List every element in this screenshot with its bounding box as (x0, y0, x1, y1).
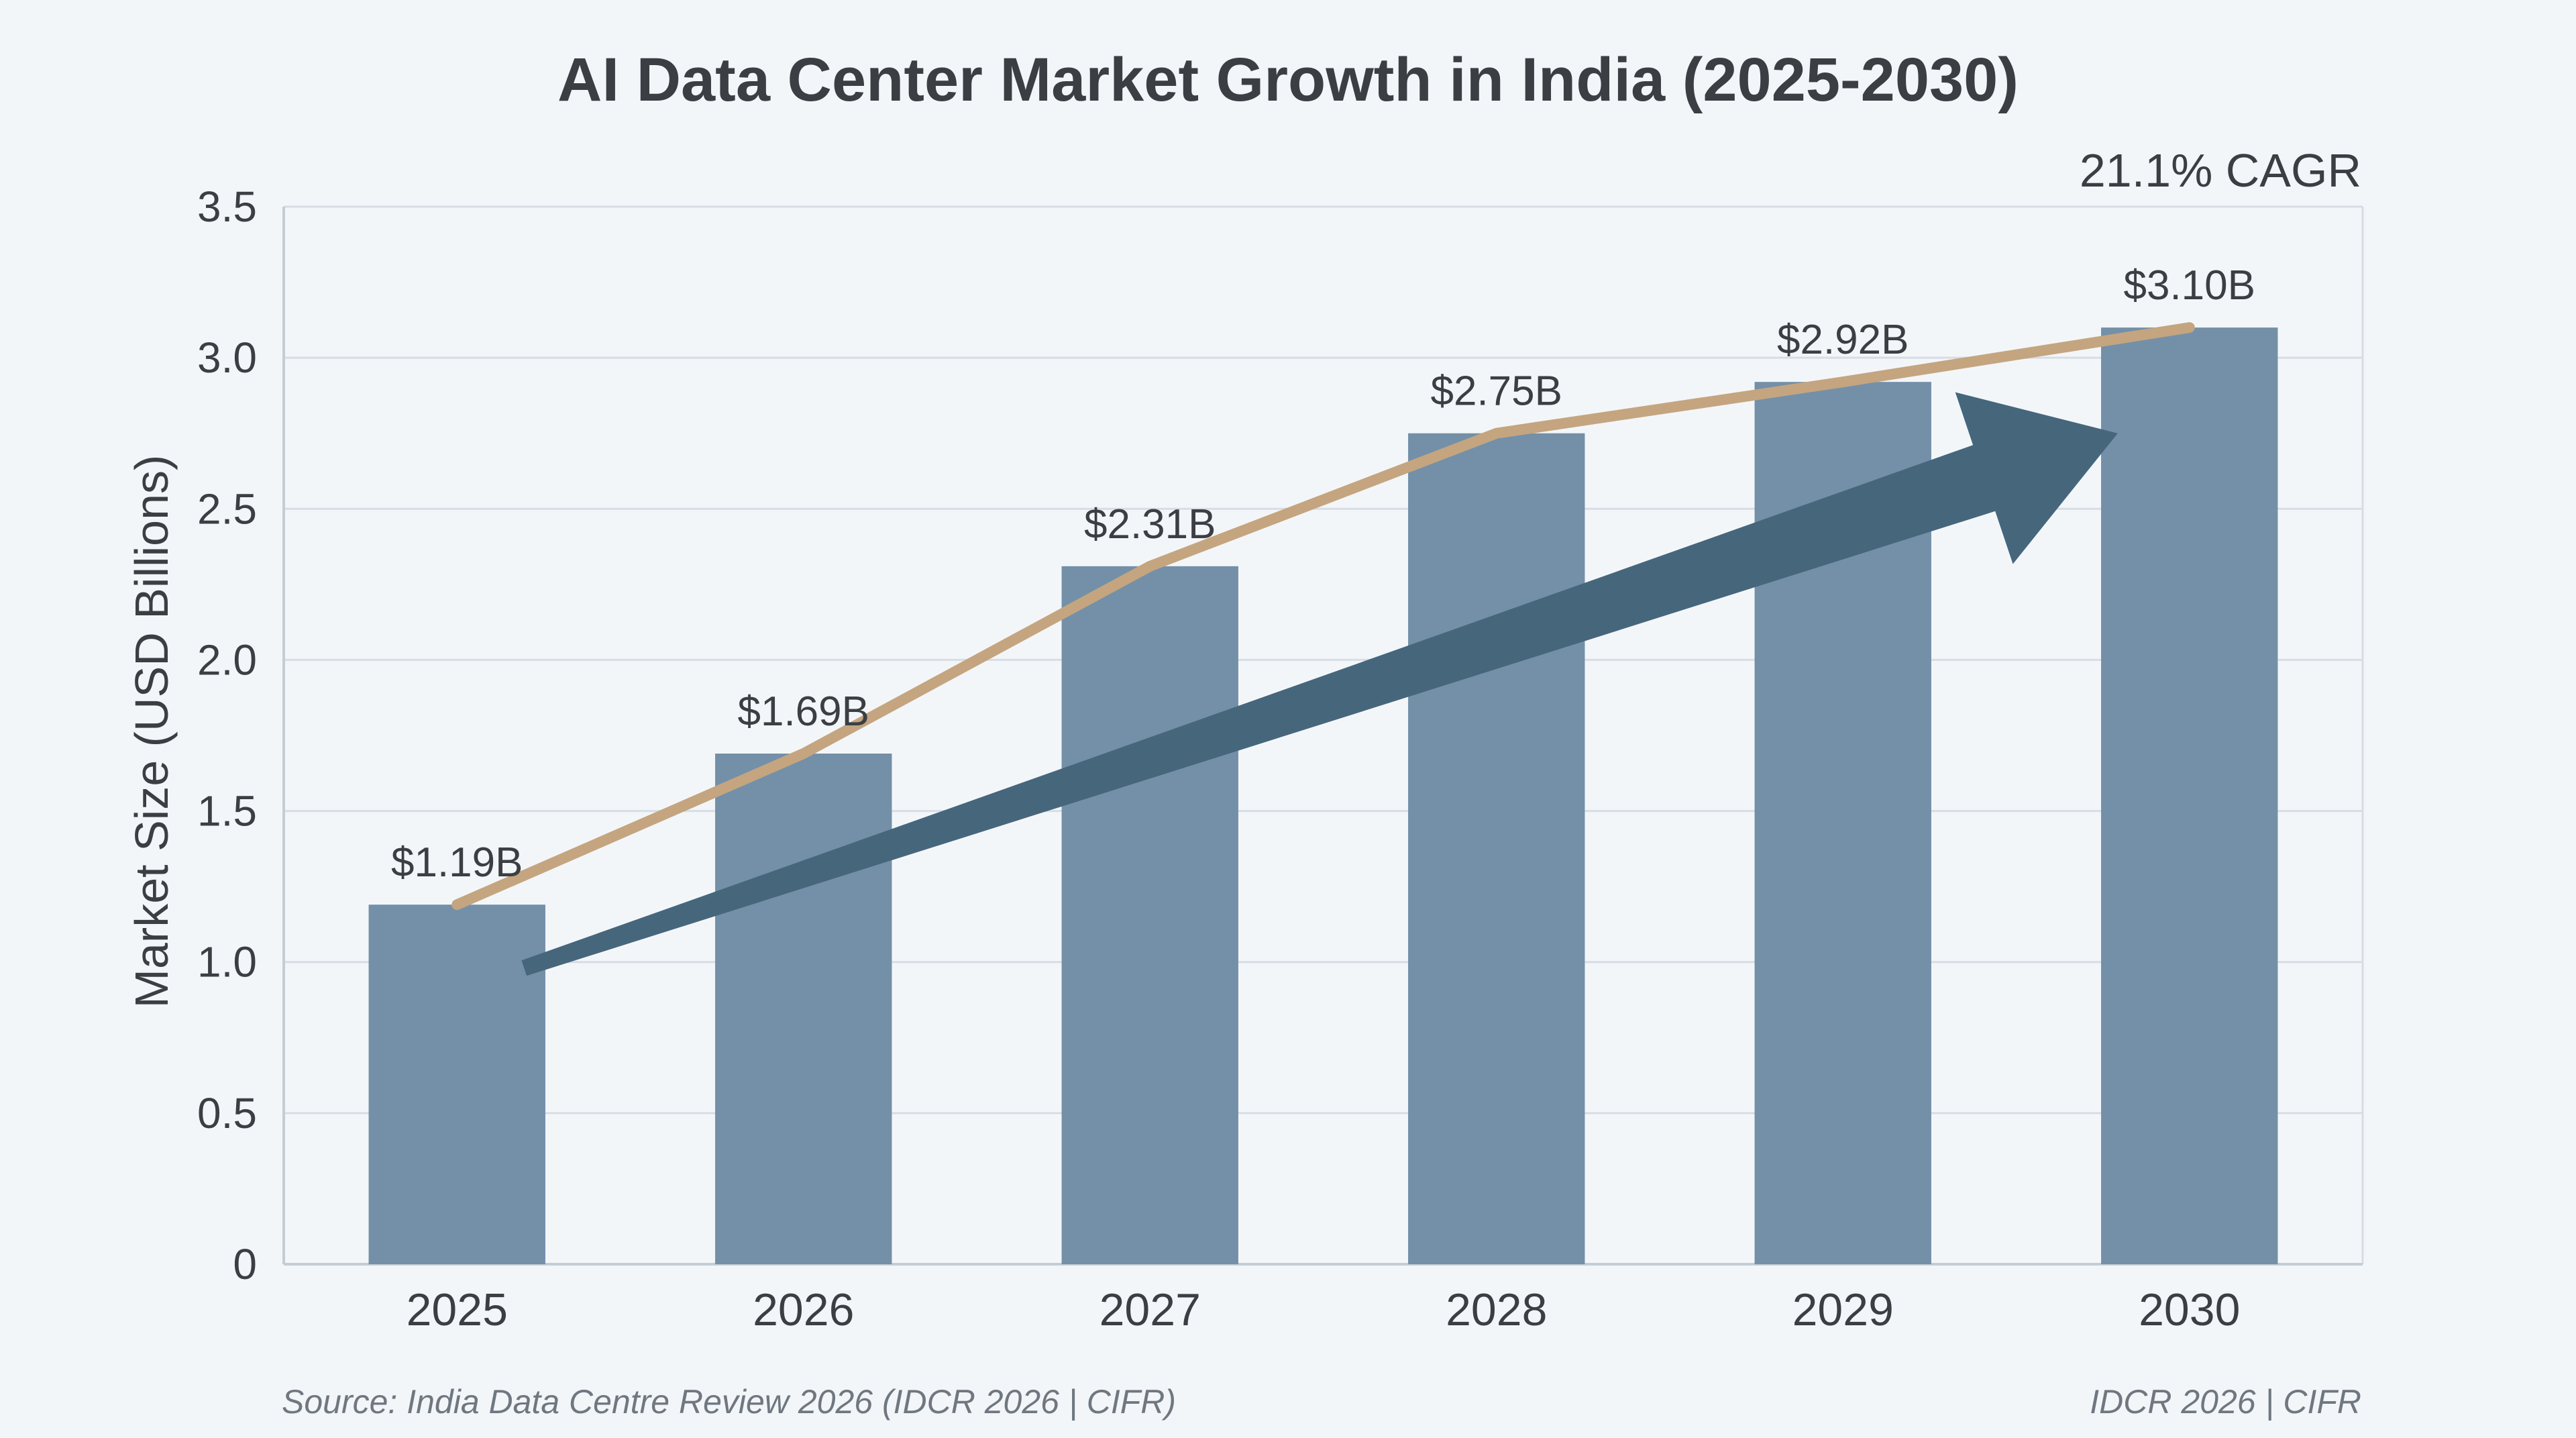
y-tick-label: 3.5 (197, 183, 257, 231)
data-labels: $1.19B $1.69B $2.31B $2.75B $2.92B $3.10B (391, 262, 2255, 886)
y-tick-label: 2.0 (197, 635, 257, 684)
bar-2028 (1408, 433, 1585, 1264)
trend-arrow (521, 392, 2118, 976)
bar-2030 (2101, 327, 2278, 1265)
y-tick-label: 0.5 (197, 1089, 257, 1137)
trend-arrow-layer (521, 392, 2118, 976)
chart-title: AI Data Center Market Growth in India (2… (557, 46, 2019, 114)
y-tick-label: 1.0 (197, 938, 257, 986)
x-tick-label: 2027 (1099, 1284, 1201, 1335)
y-tick-label: 3.0 (197, 333, 257, 382)
credit-note: IDCR 2026 | CIFR (2090, 1383, 2361, 1421)
y-tick-label: 2.5 (197, 484, 257, 533)
data-label-2030: $3.10B (2123, 262, 2255, 309)
y-tick-label: 0 (233, 1240, 257, 1288)
x-tick-label: 2026 (753, 1284, 854, 1335)
data-label-2028: $2.75B (1430, 368, 1562, 415)
trend-line (451, 322, 2195, 911)
bar-2025 (368, 905, 545, 1264)
data-label-2029: $2.92B (1777, 317, 1909, 363)
data-label-2027: $2.31B (1084, 501, 1216, 548)
data-label-2026: $1.69B (737, 688, 869, 735)
overlay-line-layer (451, 322, 2195, 911)
x-tick-label: 2030 (2139, 1284, 2240, 1335)
bar-2026 (715, 754, 892, 1264)
x-tick-label: 2025 (407, 1284, 508, 1335)
y-axis-label: Market Size (USD Billions) (125, 455, 178, 1009)
tick-labels: 0 0.5 1.0 1.5 2.0 2.5 3.0 3.5 2025 2026 2027 2028 20… (197, 183, 2240, 1335)
data-label-2025: $1.19B (391, 839, 523, 886)
bar-2027 (1061, 566, 1238, 1264)
axes (282, 207, 2364, 1266)
x-tick-label: 2029 (1792, 1284, 1894, 1335)
y-tick-label: 1.5 (197, 787, 257, 835)
x-tick-label: 2028 (1446, 1284, 1547, 1335)
cagr-annotation: 21.1% CAGR (2080, 144, 2361, 197)
source-note: Source: India Data Centre Review 2026 (I… (282, 1383, 1176, 1421)
